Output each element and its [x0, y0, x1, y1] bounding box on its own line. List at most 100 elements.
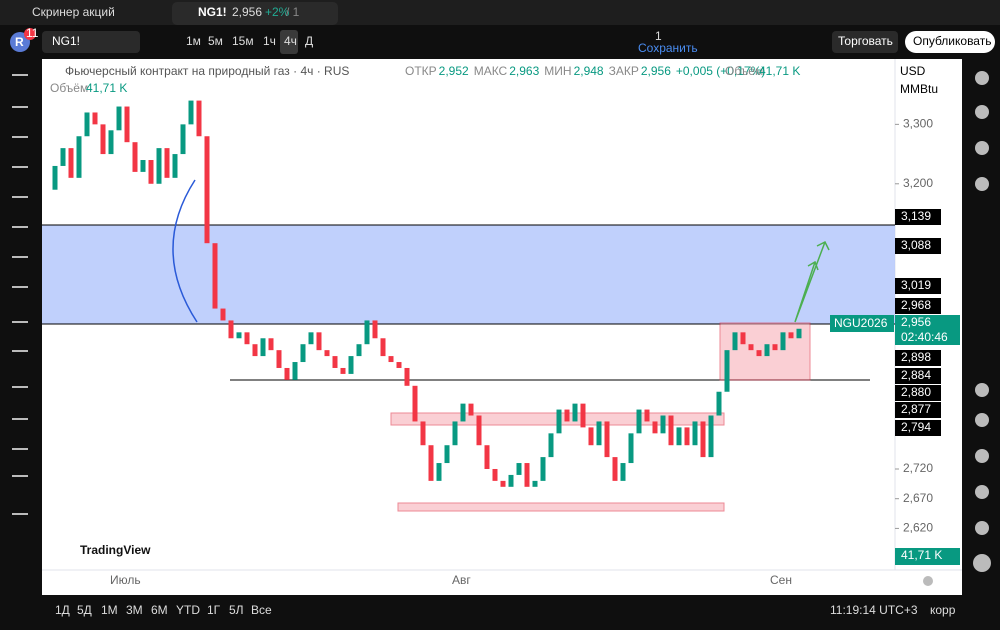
candle — [236, 332, 242, 339]
interval[interactable]: 4ч — [284, 34, 297, 48]
save[interactable]: Сохранить — [638, 41, 698, 55]
watermark: TradingView — [80, 543, 151, 557]
candle — [452, 421, 458, 446]
volume-label: Объём — [50, 81, 88, 95]
tab-price: 2,956 — [232, 5, 262, 19]
interval[interactable]: 1ч — [263, 34, 276, 48]
y-tick-label: 2,620 — [903, 521, 933, 535]
interval[interactable]: 1м — [186, 34, 201, 48]
tab-label[interactable]: Скринер акций — [32, 5, 115, 19]
candle — [428, 445, 434, 481]
price-label: 2,794 — [901, 420, 931, 434]
tab-label[interactable]: NG1! — [198, 5, 227, 19]
range[interactable]: 5Д — [77, 603, 92, 617]
candle — [348, 356, 354, 374]
candle — [204, 136, 210, 244]
price-label: 2,968 — [901, 298, 931, 312]
candle — [500, 480, 506, 487]
candle — [140, 160, 146, 172]
avatar: R — [15, 35, 24, 49]
publish[interactable]: Опубликовать — [913, 34, 991, 48]
candle — [676, 427, 682, 446]
candle — [612, 457, 618, 481]
candle — [356, 344, 362, 357]
candle — [700, 421, 706, 458]
price-label-box — [895, 350, 941, 366]
candle — [52, 165, 58, 190]
candle — [124, 106, 130, 143]
candle — [484, 445, 490, 469]
current-price: 2,956 — [901, 315, 931, 329]
candle — [340, 367, 346, 374]
candle — [364, 320, 370, 345]
candle — [180, 124, 186, 155]
candle — [620, 463, 626, 481]
symbol[interactable]: NG1! — [52, 34, 80, 48]
candle — [396, 362, 402, 368]
stat-value: 2,963 — [509, 64, 539, 78]
interval[interactable]: Д — [305, 34, 313, 48]
countdown: 02:40:46 — [901, 330, 948, 344]
range[interactable]: 1Г — [207, 603, 221, 617]
candle — [532, 480, 538, 487]
y-tick-label: 3,200 — [903, 176, 933, 190]
range[interactable]: 1Д — [55, 603, 70, 617]
candle — [660, 415, 666, 434]
candle — [324, 350, 330, 357]
time-label: Июль — [110, 573, 141, 587]
candle — [460, 403, 466, 422]
candle — [172, 154, 178, 178]
range[interactable]: 5Л — [229, 603, 244, 617]
y-tick-label: 2,720 — [903, 461, 933, 475]
price-label: 3,019 — [901, 278, 931, 292]
candle — [596, 421, 602, 446]
candle — [436, 463, 442, 481]
price-label: 2,884 — [901, 368, 931, 382]
price-label-box — [895, 298, 941, 314]
range[interactable]: YTD — [176, 603, 200, 617]
price-label-box — [895, 238, 941, 254]
price-label: 2,877 — [901, 402, 931, 416]
price-label-box — [895, 420, 941, 436]
candle — [740, 332, 746, 345]
adjust[interactable]: корр — [930, 603, 956, 617]
candle — [156, 148, 162, 184]
volume-value: 41,71 K — [759, 64, 800, 78]
range[interactable]: 1М — [101, 603, 118, 617]
candle — [508, 474, 514, 487]
interval[interactable]: 5м — [208, 34, 223, 48]
price-label-box — [895, 278, 941, 294]
candle — [516, 463, 522, 475]
candle — [732, 332, 738, 351]
candle — [164, 148, 170, 178]
candle — [100, 124, 106, 155]
candle — [116, 106, 122, 131]
interval[interactable]: 15м — [232, 34, 254, 48]
candle — [316, 332, 322, 351]
trade[interactable]: Торговать — [838, 34, 893, 48]
range[interactable]: Все — [251, 603, 272, 617]
time-label: Сен — [770, 573, 792, 587]
clock: 11:19:14 UTC+3 — [830, 603, 918, 617]
price-label: 3,088 — [901, 238, 931, 252]
legend-title: Фьючерсный контракт на природный газ · 4… — [65, 64, 349, 78]
candle — [244, 332, 250, 345]
candle — [548, 433, 554, 458]
unit[interactable]: MMBtu — [900, 82, 938, 96]
tab-count: / 1 — [286, 5, 300, 19]
candle — [540, 457, 546, 481]
price-label: 2,880 — [901, 385, 931, 399]
candle — [636, 409, 642, 434]
legend-change: +0,005 (+0,17%) — [676, 64, 765, 78]
candle — [772, 344, 778, 351]
candle — [196, 100, 202, 137]
currency[interactable]: USD — [900, 64, 926, 78]
range[interactable]: 6М — [151, 603, 168, 617]
candle — [284, 367, 290, 380]
price-label-box — [895, 209, 941, 225]
candle — [252, 344, 258, 357]
stat-label: ОТКР — [405, 64, 437, 78]
price-label-box — [895, 402, 941, 418]
range[interactable]: 3М — [126, 603, 143, 617]
